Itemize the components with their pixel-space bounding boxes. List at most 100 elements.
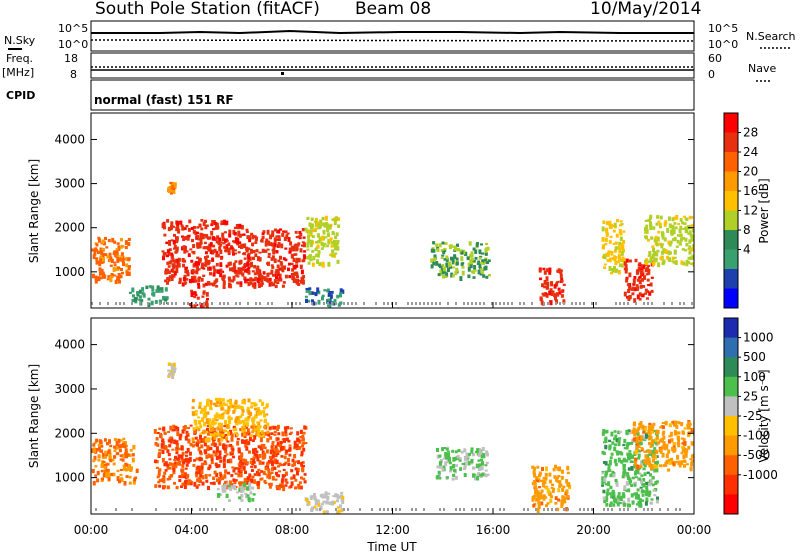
range-cell bbox=[660, 250, 664, 255]
range-cell bbox=[544, 476, 548, 481]
range-cell bbox=[438, 476, 442, 480]
range-cell bbox=[174, 250, 178, 254]
range-cell bbox=[317, 290, 321, 295]
range-cell bbox=[191, 239, 194, 243]
range-cell bbox=[108, 252, 112, 257]
range-cell bbox=[104, 450, 108, 455]
ground-cell bbox=[475, 302, 477, 305]
range-cell bbox=[321, 261, 325, 267]
range-cell bbox=[184, 281, 188, 284]
range-cell bbox=[655, 429, 659, 435]
range-cell bbox=[192, 264, 196, 268]
range-cell bbox=[337, 224, 341, 228]
range-cell bbox=[200, 444, 204, 449]
range-cell bbox=[558, 291, 562, 295]
range-cell bbox=[178, 281, 182, 284]
range-cell bbox=[673, 442, 677, 446]
range-cell bbox=[330, 290, 334, 294]
range-cell bbox=[478, 463, 482, 468]
range-cell bbox=[212, 265, 216, 270]
colorbar-swatch bbox=[724, 455, 738, 476]
range-cell bbox=[193, 275, 197, 280]
range-cell bbox=[613, 430, 617, 433]
range-cell bbox=[249, 278, 253, 282]
range-cell bbox=[217, 404, 221, 407]
range-cell bbox=[645, 261, 649, 266]
range-cell bbox=[221, 238, 225, 241]
range-cell bbox=[221, 415, 225, 420]
range-cell bbox=[556, 280, 560, 284]
range-cell bbox=[95, 257, 99, 261]
range-cell bbox=[197, 446, 201, 452]
range-cell bbox=[152, 292, 156, 297]
range-cell bbox=[447, 452, 451, 457]
range-cell bbox=[481, 252, 485, 255]
range-cell bbox=[224, 419, 227, 425]
range-cell bbox=[650, 276, 654, 279]
range-cell bbox=[609, 235, 613, 239]
range-cell bbox=[652, 226, 656, 230]
range-cell bbox=[197, 268, 201, 271]
range-cell bbox=[280, 262, 284, 266]
range-cell bbox=[309, 495, 313, 501]
range-cell bbox=[183, 282, 187, 285]
range-cell bbox=[680, 237, 683, 242]
range-cell bbox=[295, 260, 299, 264]
range-cell bbox=[273, 430, 277, 434]
ground-cell bbox=[591, 508, 593, 511]
range-cell bbox=[180, 485, 183, 488]
range-cell bbox=[310, 217, 314, 221]
range-cell bbox=[452, 266, 456, 269]
range-cell bbox=[232, 252, 235, 256]
range-cell bbox=[657, 220, 661, 223]
range-cell bbox=[563, 499, 567, 504]
range-cell bbox=[241, 409, 245, 413]
range-cell bbox=[634, 449, 638, 455]
range-cell bbox=[117, 266, 121, 270]
range-cell bbox=[180, 224, 184, 227]
range-cell bbox=[253, 272, 257, 276]
range-cell bbox=[223, 231, 227, 234]
range-cell bbox=[217, 240, 220, 244]
range-cell bbox=[612, 491, 616, 497]
range-cell bbox=[210, 433, 214, 437]
range-cell bbox=[430, 248, 434, 253]
range-cell bbox=[659, 426, 663, 429]
range-cell bbox=[687, 431, 691, 437]
range-cell bbox=[644, 288, 648, 292]
range-cell bbox=[125, 271, 129, 276]
range-cell bbox=[677, 421, 681, 425]
range-cell bbox=[288, 247, 292, 251]
range-cell bbox=[649, 225, 653, 230]
colorbar-swatch bbox=[724, 269, 738, 289]
range-cell bbox=[298, 445, 302, 450]
range-cell bbox=[182, 475, 186, 478]
range-cell bbox=[451, 274, 455, 278]
range-cell bbox=[685, 448, 689, 453]
range-cell bbox=[232, 469, 236, 473]
range-cell bbox=[304, 442, 308, 445]
range-cell bbox=[92, 254, 96, 260]
range-cell bbox=[682, 438, 686, 443]
range-cell bbox=[248, 482, 252, 487]
range-cell bbox=[484, 265, 488, 271]
range-cell bbox=[190, 292, 194, 297]
range-cell bbox=[273, 425, 276, 430]
range-cell bbox=[186, 236, 190, 241]
range-cell bbox=[282, 281, 286, 284]
range-cell bbox=[460, 450, 464, 454]
range-cell bbox=[650, 236, 654, 240]
range-cell bbox=[132, 480, 136, 485]
range-cell bbox=[610, 250, 614, 256]
range-cell bbox=[207, 248, 211, 252]
range-cell bbox=[565, 507, 569, 512]
range-cell bbox=[113, 274, 117, 277]
range-cell bbox=[113, 250, 117, 256]
range-cell bbox=[649, 473, 652, 477]
range-cell bbox=[209, 400, 213, 405]
range-cell bbox=[339, 288, 343, 293]
range-cell bbox=[633, 482, 637, 487]
range-cell bbox=[247, 415, 251, 419]
range-cell bbox=[120, 267, 123, 271]
range-cell bbox=[449, 470, 452, 473]
